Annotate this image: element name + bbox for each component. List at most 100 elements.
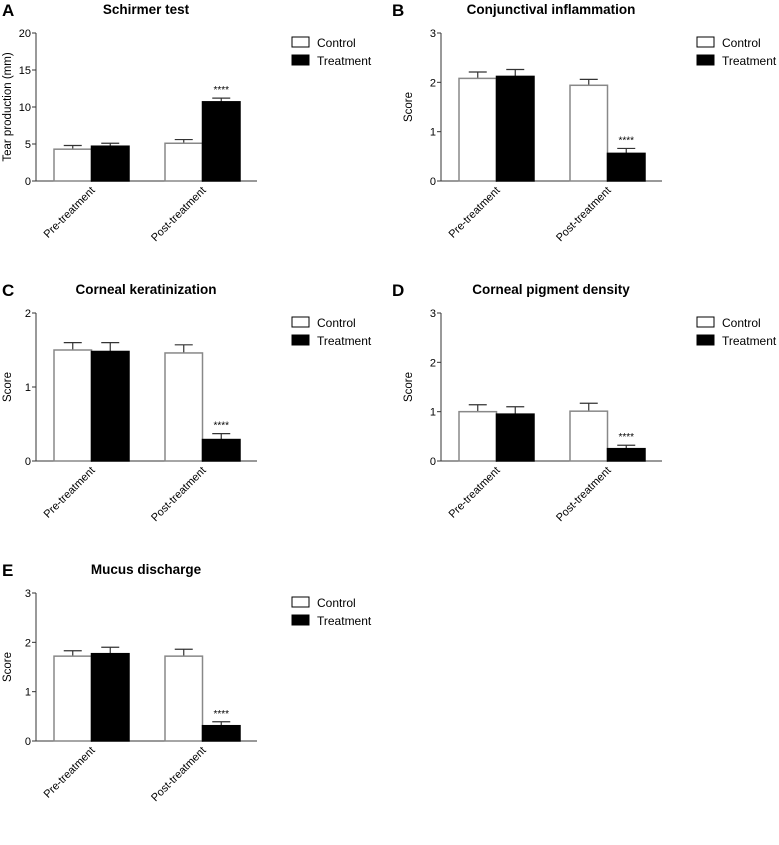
panel-letter: D	[392, 281, 404, 300]
bar-treatment-pre-treatment	[495, 75, 535, 182]
chart-title: Corneal pigment density	[472, 282, 630, 297]
bar-control-pre-treatment	[458, 77, 498, 182]
legend-swatch-control	[696, 36, 715, 48]
significance-annotation: ****	[618, 432, 634, 443]
legend-swatch-control	[291, 596, 310, 608]
y-tick-label: 0	[25, 736, 31, 748]
x-tick-label: Post-treatment	[149, 745, 208, 804]
panel-letter: C	[2, 281, 14, 300]
chart-panel-b: B Conjunctival inflammation Score 0 1 2 3 Pre-t…	[390, 0, 779, 280]
chart-panel-e: E Mucus discharge Score 0 1 2 3 Pre-treatment **…	[0, 560, 390, 840]
y-tick-label: 0	[25, 456, 31, 468]
y-tick-label: 0	[25, 176, 31, 188]
legend-swatch-treatment	[291, 334, 310, 346]
y-tick-label: 20	[19, 28, 31, 40]
y-tick-label: 1	[25, 687, 31, 699]
bar-control-post-treatment	[164, 142, 204, 182]
bar-control-pre-treatment	[53, 148, 93, 182]
panel-letter: E	[2, 561, 13, 580]
x-tick-label: Post-treatment	[149, 465, 208, 524]
legend-label: Treatment	[722, 54, 777, 68]
bar-control-pre-treatment	[458, 410, 498, 462]
chart-svg: B Conjunctival inflammation Score 0 1 2 3 Pre-t…	[392, 1, 777, 244]
bar-control-post-treatment	[164, 655, 204, 742]
y-tick-label: 15	[19, 65, 31, 77]
legend-label: Control	[317, 36, 356, 50]
chart-svg: A Schirmer test Tear production (mm) 0 5 10 15…	[2, 1, 372, 244]
y-tick-label: 2	[430, 77, 436, 89]
y-tick-label: 2	[430, 357, 436, 369]
y-tick-label: 0	[430, 456, 436, 468]
chart-panel-a: A Schirmer test Tear production (mm) 0 5 10 15…	[0, 0, 390, 280]
chart-svg: E Mucus discharge Score 0 1 2 3 Pre-treatment **…	[2, 561, 372, 804]
y-tick-label: 1	[25, 382, 31, 394]
bar-treatment-post-treatment	[606, 152, 646, 182]
panel-letter: B	[392, 1, 404, 20]
y-axis-label: Tear production (mm)	[2, 52, 14, 161]
y-tick-label: 0	[430, 176, 436, 188]
y-tick-label: 3	[25, 588, 31, 600]
chart-title: Conjunctival inflammation	[467, 2, 636, 17]
bar-control-post-treatment	[164, 352, 204, 462]
bar-treatment-pre-treatment	[90, 350, 130, 462]
y-axis-label: Score	[2, 372, 14, 402]
y-tick-label: 1	[430, 127, 436, 139]
bar-treatment-pre-treatment	[90, 652, 130, 742]
x-tick-label: Pre-treatment	[42, 465, 98, 521]
significance-annotation: ****	[213, 421, 229, 432]
legend-swatch-control	[291, 36, 310, 48]
x-tick-label: Pre-treatment	[447, 185, 503, 241]
bar-control-post-treatment	[569, 84, 609, 182]
bar-treatment-post-treatment	[606, 447, 646, 462]
panel-letter: A	[2, 1, 14, 20]
legend-label: Control	[722, 316, 761, 330]
x-tick-label: Pre-treatment	[42, 185, 98, 241]
y-tick-label: 1	[430, 407, 436, 419]
y-tick-label: 2	[25, 637, 31, 649]
x-tick-label: Pre-treatment	[447, 465, 503, 521]
x-tick-label: Post-treatment	[554, 465, 613, 524]
legend-swatch-control	[291, 316, 310, 328]
chart-panel-c: C Corneal keratinization Score 0 1 2 Pre-treat…	[0, 280, 390, 560]
y-axis-label: Score	[403, 372, 415, 402]
significance-annotation: ****	[213, 709, 229, 720]
bar-treatment-pre-treatment	[90, 145, 130, 182]
bar-treatment-post-treatment	[201, 724, 241, 742]
legend-swatch-control	[696, 316, 715, 328]
x-tick-label: Pre-treatment	[42, 745, 98, 801]
legend-swatch-treatment	[696, 334, 715, 346]
chart-panel-d: D Corneal pigment density Score 0 1 2 3 Pre-tre…	[390, 280, 779, 560]
chart-svg: D Corneal pigment density Score 0 1 2 3 Pre-tre…	[392, 281, 777, 524]
legend-label: Control	[722, 36, 761, 50]
bar-treatment-post-treatment	[201, 438, 241, 462]
x-tick-label: Post-treatment	[554, 185, 613, 244]
legend-label: Treatment	[722, 334, 777, 348]
x-tick-label: Post-treatment	[149, 185, 208, 244]
significance-annotation: ****	[618, 135, 634, 146]
chart-svg: C Corneal keratinization Score 0 1 2 Pre-treat…	[2, 281, 372, 524]
y-axis-label: Score	[2, 652, 14, 682]
bar-control-post-treatment	[569, 410, 609, 462]
legend-label: Treatment	[317, 334, 372, 348]
legend-swatch-treatment	[696, 54, 715, 66]
y-tick-label: 5	[25, 139, 31, 151]
legend-label: Treatment	[317, 54, 372, 68]
bar-control-pre-treatment	[53, 349, 93, 462]
legend-swatch-treatment	[291, 614, 310, 626]
legend-swatch-treatment	[291, 54, 310, 66]
bar-control-pre-treatment	[53, 655, 93, 742]
chart-title: Schirmer test	[103, 2, 190, 17]
legend-label: Control	[317, 596, 356, 610]
legend-label: Control	[317, 316, 356, 330]
chart-title: Mucus discharge	[91, 562, 202, 577]
y-tick-label: 10	[19, 102, 31, 114]
significance-annotation: ****	[213, 85, 229, 96]
bar-treatment-post-treatment	[201, 101, 241, 182]
y-tick-label: 3	[430, 308, 436, 320]
y-axis-label: Score	[403, 92, 415, 122]
bar-treatment-pre-treatment	[495, 413, 535, 462]
y-tick-label: 3	[430, 28, 436, 40]
y-tick-label: 2	[25, 308, 31, 320]
legend-label: Treatment	[317, 614, 372, 628]
chart-title: Corneal keratinization	[75, 282, 216, 297]
